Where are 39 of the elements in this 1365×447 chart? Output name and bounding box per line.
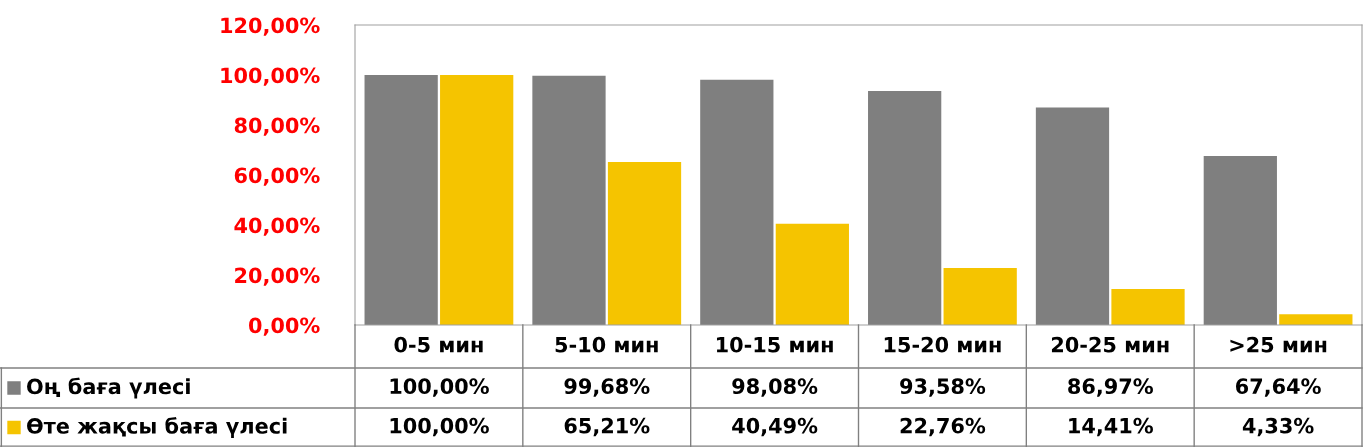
bar xyxy=(943,268,1017,325)
data-label: 40,49% xyxy=(732,417,818,437)
data-label: 67,64% xyxy=(1235,378,1321,397)
x-tick-label: 15-20 мин xyxy=(884,336,1001,353)
data-label: 100,00% xyxy=(390,417,489,437)
y-tick-label: 20,00% xyxy=(235,267,320,286)
y-tick-label: 100,00% xyxy=(221,67,320,86)
bar xyxy=(868,91,942,325)
data-label: 98,08% xyxy=(732,378,818,397)
bar xyxy=(1111,288,1185,325)
data-label: 86,97% xyxy=(1068,378,1153,397)
bar xyxy=(775,223,849,325)
bar xyxy=(440,75,514,325)
y-tick-label: 60,00% xyxy=(234,167,320,186)
bar xyxy=(700,79,774,325)
data-label: 99,68% xyxy=(564,378,650,397)
bar xyxy=(364,75,438,325)
bar xyxy=(607,161,682,325)
y-tick-label: 40,00% xyxy=(234,217,320,236)
bar xyxy=(532,75,606,325)
x-tick-label: 20-25 мин xyxy=(1051,336,1169,353)
x-tick-label: 0-5 мин xyxy=(394,336,483,353)
bar xyxy=(1035,107,1110,325)
data-label: 100,00% xyxy=(390,378,489,397)
bar xyxy=(1279,314,1353,325)
data-label: 93,58% xyxy=(900,378,986,397)
data-label: 4,33% xyxy=(1242,417,1314,437)
y-tick-label: 80,00% xyxy=(234,117,320,136)
data-label: 65,21% xyxy=(564,417,650,437)
y-tick-label: 120,00% xyxy=(221,17,320,36)
data-label: 22,76% xyxy=(900,417,986,437)
legend-label: Оң баға үлесі xyxy=(27,377,190,399)
legend-label: Өте жақсы баға үлесі xyxy=(27,417,287,438)
y-tick-label: 0,00% xyxy=(249,317,320,336)
x-tick-label: >25 мин xyxy=(1230,336,1327,353)
data-label: 14,41% xyxy=(1069,417,1153,437)
x-tick-label: 10-15 мин xyxy=(716,336,833,353)
x-tick-label: 5-10 мин xyxy=(555,336,658,353)
bar xyxy=(1203,155,1277,325)
